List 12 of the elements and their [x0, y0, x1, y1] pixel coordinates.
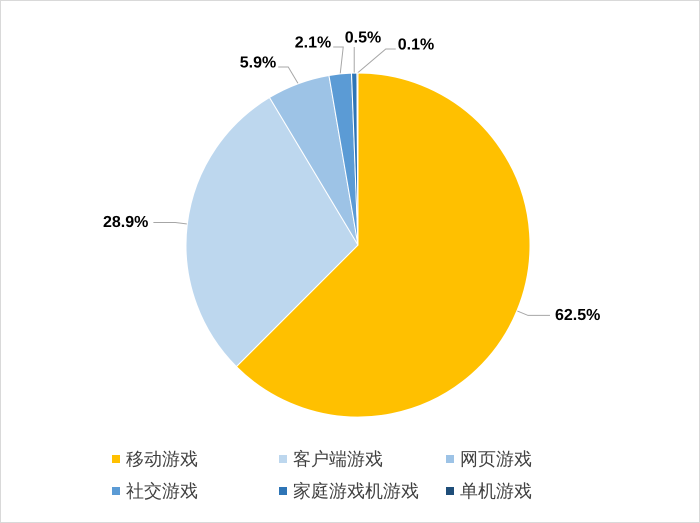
legend-label: 客户端游戏	[293, 449, 383, 469]
legend-label: 家庭游戏机游戏	[293, 481, 419, 501]
data-label: 2.1%	[294, 34, 332, 52]
data-label: 0.5%	[344, 30, 382, 46]
legend-label: 社交游戏	[126, 481, 198, 501]
legend-label: 网页游戏	[460, 449, 532, 469]
data-label: 62.5%	[554, 306, 600, 324]
legend-label: 单机游戏	[460, 481, 532, 501]
data-label: 0.1%	[398, 36, 434, 54]
data-label: 5.9%	[240, 54, 276, 72]
data-label: 28.9%	[103, 214, 148, 232]
legend-label: 移动游戏	[126, 449, 198, 469]
